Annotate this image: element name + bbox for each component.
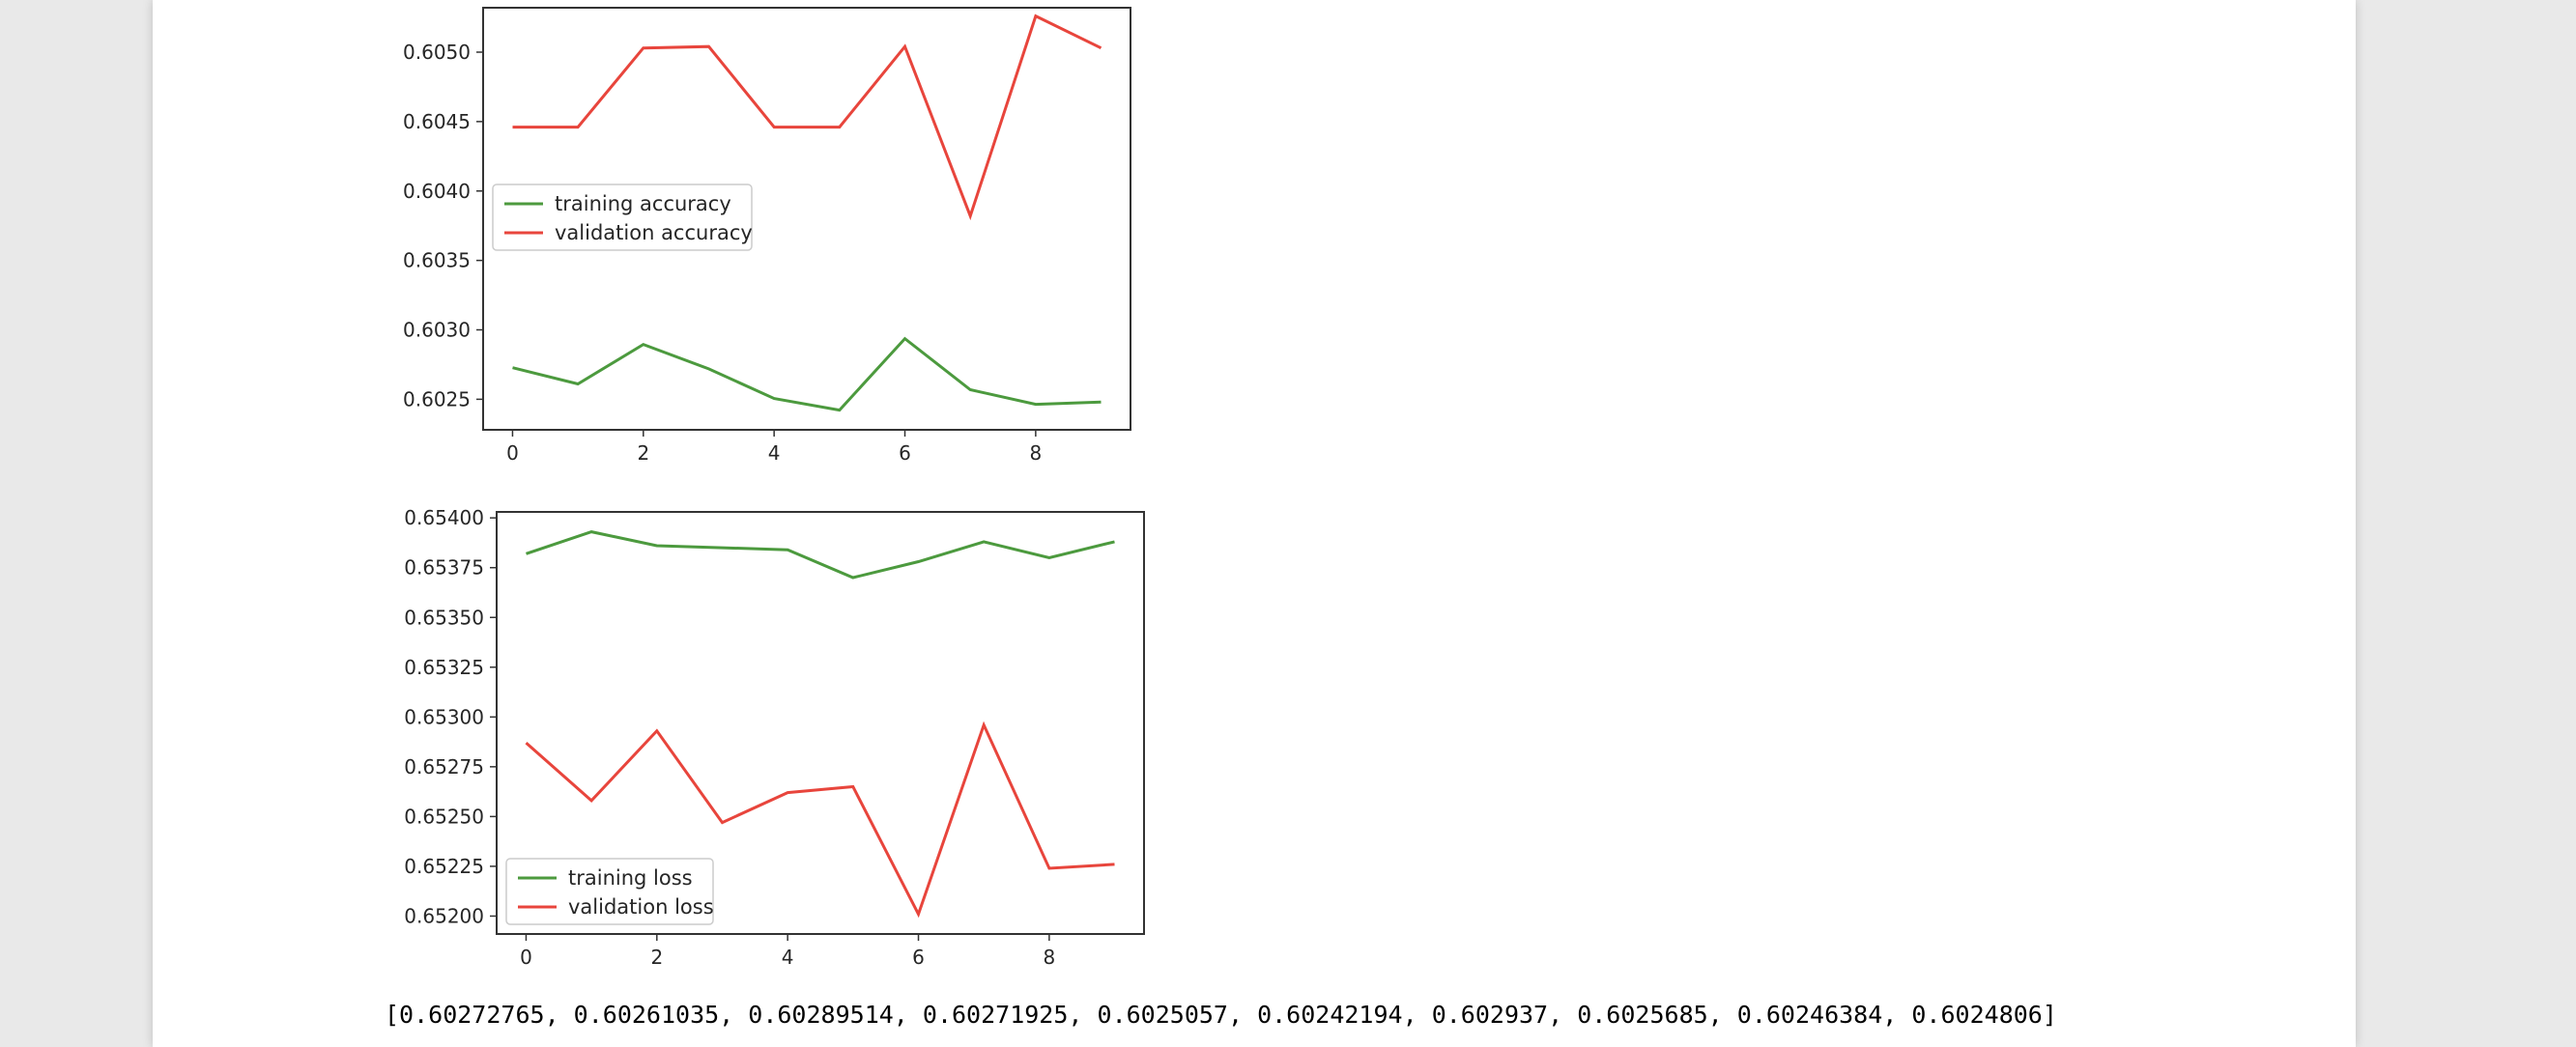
legend-label: training loss (568, 866, 693, 890)
y-tick-label: 0.6040 (403, 180, 471, 203)
y-tick-label: 0.65225 (404, 855, 484, 878)
legend-box (505, 858, 714, 925)
x-tick-label: 2 (650, 946, 663, 969)
y-tick-label: 0.6045 (403, 110, 471, 133)
accuracy-chart: 0 2 4 6 8 0.6025 0.6030 0.6035 0.6040 0.6045 0.605… (403, 7, 1131, 465)
training-accuracy-line (512, 336, 1102, 412)
y-tick-label: 0.65375 (404, 556, 484, 580)
x-tick-label: 4 (782, 946, 794, 969)
x-tick-label: 0 (520, 946, 532, 969)
y-tick-label: 0.6035 (403, 249, 471, 272)
y-tick-label: 0.65400 (404, 506, 484, 529)
y-tick-label: 0.6050 (403, 41, 471, 64)
printed-output: [0.60272765, 0.60261035, 0.60289514, 0.6… (385, 1001, 2057, 1029)
y-tick-label: 0.65350 (404, 606, 484, 629)
x-tick-label: 6 (899, 441, 911, 465)
legend-label: validation accuracy (555, 221, 753, 244)
y-tick-label: 0.6030 (403, 319, 471, 342)
y-tick-label: 0.65325 (404, 656, 484, 679)
y-tick-label: 0.65300 (404, 705, 484, 728)
legend-box (492, 184, 753, 251)
x-tick-label: 6 (912, 946, 925, 969)
y-tick-label: 0.6025 (403, 387, 471, 410)
legend-label: training accuracy (555, 192, 731, 215)
x-tick-label: 8 (1044, 946, 1056, 969)
x-tick-label: 2 (637, 441, 649, 465)
validation-loss-line (525, 721, 1115, 919)
y-tick-label: 0.65250 (404, 805, 484, 828)
plot-frame (482, 7, 1131, 431)
y-tick-label: 0.65200 (404, 904, 484, 927)
x-tick-label: 4 (768, 441, 781, 465)
x-tick-label: 8 (1030, 441, 1043, 465)
legend: training accuracy validation accuracy (492, 184, 753, 251)
legend: training loss validation loss (505, 858, 714, 925)
validation-accuracy-line (512, 14, 1102, 221)
plot-frame (496, 511, 1145, 935)
y-tick-label: 0.65275 (404, 755, 484, 778)
x-tick-label: 0 (506, 441, 519, 465)
training-loss-line (526, 530, 1115, 580)
loss-chart: 0 2 4 6 8 0.65200 0.65225 0.65250 0.65275 0.65300… (404, 506, 1145, 969)
notebook-output-area: 0 2 4 6 8 0.6025 0.6030 0.6035 0.6040 0.6045 0.605… (153, 0, 2356, 1047)
legend-label: validation loss (568, 895, 714, 919)
